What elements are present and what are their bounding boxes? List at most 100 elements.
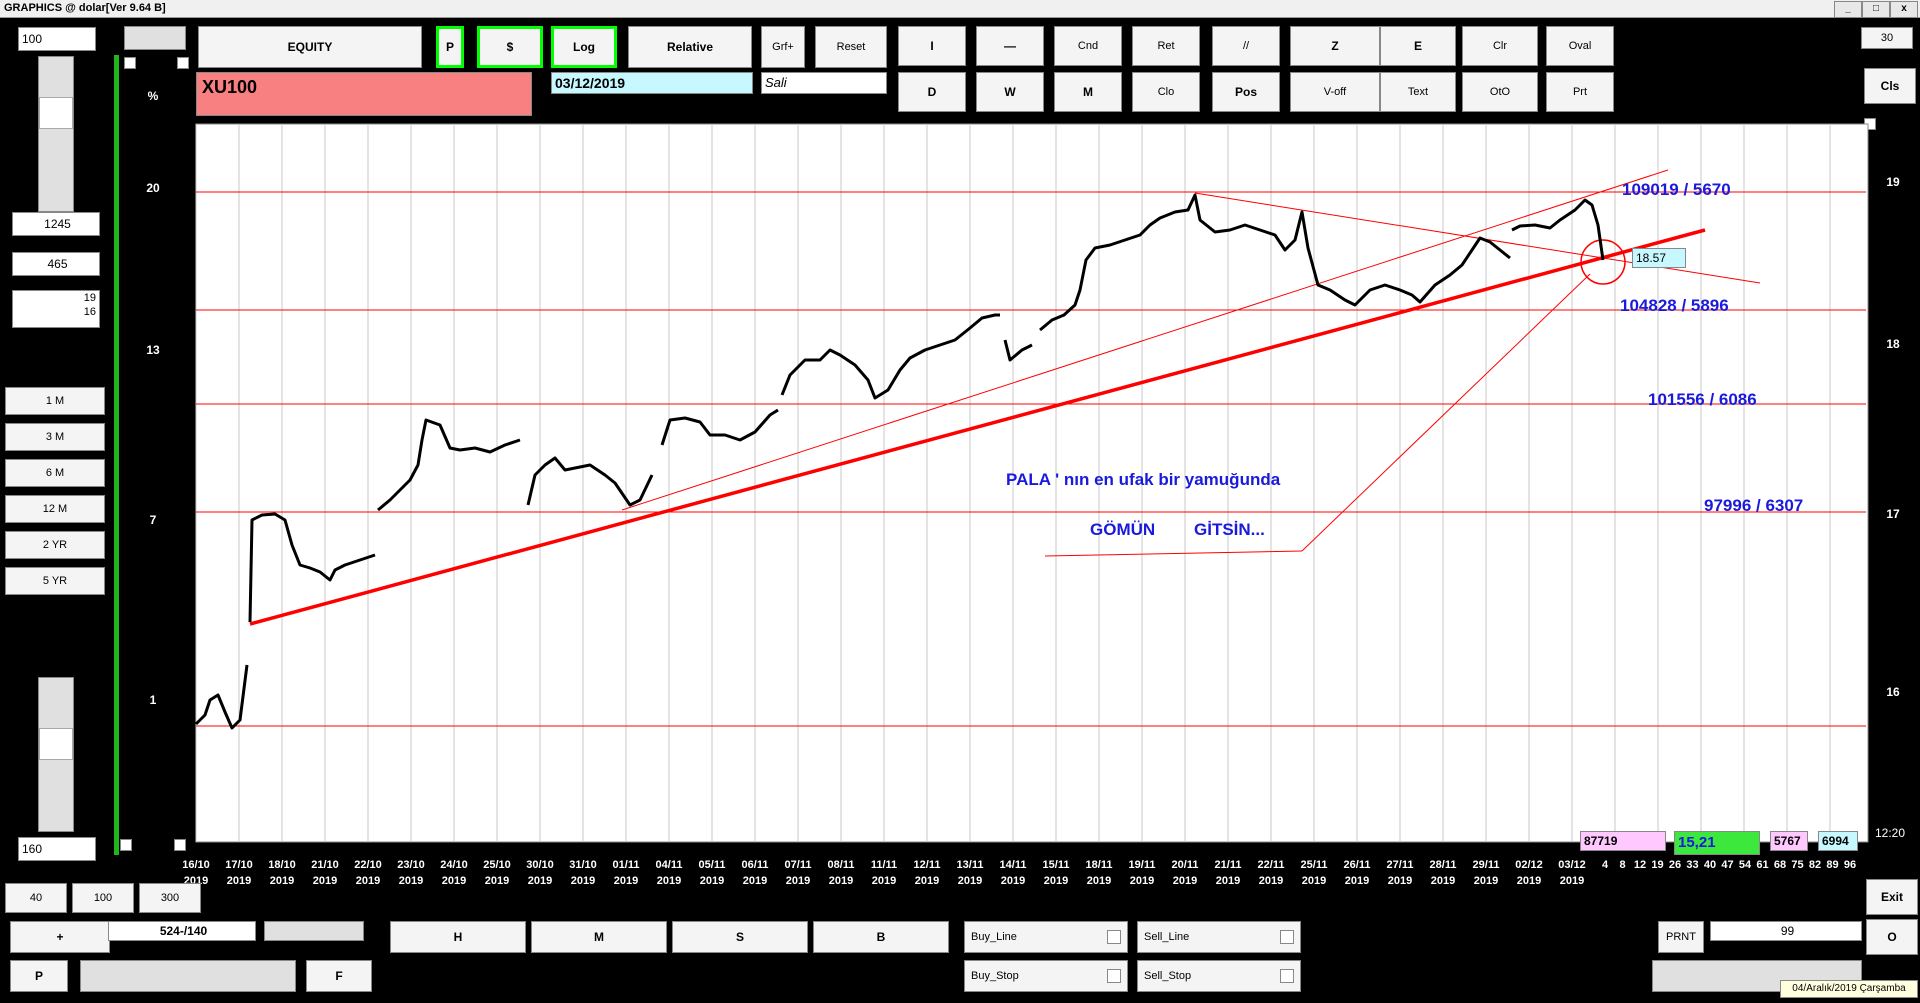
- x-tick-label: 21/10: [311, 859, 339, 871]
- x-tick-year: 2019: [1345, 875, 1369, 887]
- scroll-thumb[interactable]: [39, 728, 73, 760]
- grf-plus-button[interactable]: Grf+: [761, 26, 805, 68]
- y-right-tick: 16: [1886, 685, 1900, 699]
- log-button[interactable]: Log: [551, 26, 617, 68]
- toolbar-row1-button-6[interactable]: E: [1380, 26, 1456, 66]
- toolbar-row1-button-2[interactable]: Cnd: [1054, 26, 1122, 66]
- period-5yr-button[interactable]: 5 YR: [5, 567, 105, 595]
- period-6m-button[interactable]: 6 M: [5, 459, 105, 487]
- x-tick-label: 20/11: [1172, 859, 1199, 871]
- print-button[interactable]: PRNT: [1658, 921, 1704, 953]
- h-button[interactable]: H: [390, 921, 526, 953]
- scroll-thumb[interactable]: [39, 97, 73, 129]
- p-bottom-button[interactable]: P: [10, 960, 68, 992]
- period-1m-button[interactable]: 1 M: [5, 387, 105, 415]
- sell-stop-checkbox[interactable]: [1280, 969, 1294, 983]
- zoom-100-button[interactable]: 100: [72, 883, 134, 913]
- x-tick-year: 2019: [1474, 875, 1498, 887]
- period-2yr-button[interactable]: 2 YR: [5, 531, 105, 559]
- s-button[interactable]: S: [672, 921, 808, 953]
- maximize-button[interactable]: □: [1862, 1, 1890, 18]
- buy-line-toggle[interactable]: Buy_Line: [964, 921, 1128, 953]
- vertical-scrollbar-top[interactable]: [38, 56, 74, 212]
- x-tick-year: 2019: [1044, 875, 1068, 887]
- sell-line-toggle[interactable]: Sell_Line: [1137, 921, 1301, 953]
- horizontal-spinner[interactable]: [124, 26, 186, 50]
- f-button[interactable]: F: [306, 960, 372, 992]
- toolbar-row1-button-0[interactable]: I: [898, 26, 966, 66]
- x-tick-year: 2019: [1560, 875, 1584, 887]
- toolbar-row1-button-5[interactable]: Z: [1290, 26, 1380, 66]
- date-field: 03/12/2019: [551, 72, 753, 94]
- sell-line-checkbox[interactable]: [1280, 930, 1294, 944]
- minimize-button[interactable]: _: [1834, 1, 1862, 18]
- toolbar-row2-button-1[interactable]: W: [976, 72, 1044, 112]
- annotation-underline: [1044, 550, 1303, 557]
- cls-button[interactable]: Cls: [1864, 68, 1916, 104]
- toolbar-row2-button-5[interactable]: V-off: [1290, 72, 1380, 112]
- plus-button[interactable]: +: [10, 921, 110, 953]
- x-tick-label: 26/11: [1344, 859, 1371, 871]
- taskbar-date: 04/Aralık/2019 Çarşamba: [1780, 980, 1918, 998]
- b-button[interactable]: B: [813, 921, 949, 953]
- highlight-oval: [1580, 239, 1626, 285]
- toolbar-row2-button-4[interactable]: Pos: [1212, 72, 1280, 112]
- toolbar-row1-button-4[interactable]: //: [1212, 26, 1280, 66]
- top-value-field[interactable]: 100: [18, 27, 96, 51]
- vertical-scrollbar-bottom[interactable]: [38, 677, 74, 832]
- buy-line-checkbox[interactable]: [1107, 930, 1121, 944]
- h-scroll-2[interactable]: [80, 960, 296, 992]
- x-minute-label: 75: [1791, 859, 1803, 871]
- toolbar-row2-button-2[interactable]: M: [1054, 72, 1122, 112]
- checkbox-bottom-right[interactable]: [174, 839, 186, 851]
- price-segment: [1003, 339, 1033, 362]
- bottom-value-field[interactable]: 160: [18, 837, 96, 861]
- toolbar-row2-button-3[interactable]: Clo: [1132, 72, 1200, 112]
- day-field: Sali: [761, 72, 887, 94]
- x-tick-label: 11/11: [871, 859, 897, 871]
- zoom-300-button[interactable]: 300: [139, 883, 201, 913]
- x-tick-year: 2019: [915, 875, 939, 887]
- buy-stop-checkbox[interactable]: [1107, 969, 1121, 983]
- close-button[interactable]: x: [1890, 1, 1918, 18]
- o-button[interactable]: O: [1866, 919, 1918, 955]
- period-3m-button[interactable]: 3 M: [5, 423, 105, 451]
- p-button[interactable]: P: [436, 26, 464, 68]
- x-tick-year: 2019: [442, 875, 466, 887]
- m-button[interactable]: M: [531, 921, 667, 953]
- checkbox-top-left[interactable]: [124, 57, 136, 69]
- toolbar-row1-button-3[interactable]: Ret: [1132, 26, 1200, 66]
- toolbar-row2-button-0[interactable]: D: [898, 72, 966, 112]
- x-minute-label: 61: [1756, 859, 1768, 871]
- period-spinner[interactable]: 30: [1861, 27, 1913, 49]
- h-scroll-1[interactable]: [264, 921, 364, 941]
- x-tick-year: 2019: [571, 875, 595, 887]
- toolbar-row1-button-8[interactable]: Oval: [1546, 26, 1614, 66]
- toolbar-row1-button-1[interactable]: —: [976, 26, 1044, 66]
- toolbar-row2-button-7[interactable]: OtO: [1462, 72, 1538, 112]
- buy-stop-toggle[interactable]: Buy_Stop: [964, 960, 1128, 992]
- status-value-3: 5767: [1770, 831, 1808, 851]
- dollar-button[interactable]: $: [477, 26, 543, 68]
- zoom-40-button[interactable]: 40: [5, 883, 67, 913]
- toolbar-row2-button-6[interactable]: Text: [1380, 72, 1456, 112]
- x-tick-year: 2019: [1431, 875, 1455, 887]
- toolbar-row1-button-7[interactable]: Clr: [1462, 26, 1538, 66]
- value-field-2: 465: [12, 252, 100, 276]
- checkbox-top-right[interactable]: [177, 57, 189, 69]
- x-minute-label: 40: [1704, 859, 1716, 871]
- y-left-tick: %: [148, 89, 159, 103]
- sell-stop-toggle[interactable]: Sell_Stop: [1137, 960, 1301, 992]
- equity-button[interactable]: EQUITY: [198, 26, 422, 68]
- reset-button[interactable]: Reset: [815, 26, 887, 68]
- exit-button[interactable]: Exit: [1866, 879, 1918, 915]
- checkbox-bottom-left[interactable]: [120, 839, 132, 851]
- x-minute-label: 82: [1809, 859, 1821, 871]
- period-12m-button[interactable]: 12 M: [5, 495, 105, 523]
- toolbar-row2-button-8[interactable]: Prt: [1546, 72, 1614, 112]
- symbol-field[interactable]: XU100: [196, 72, 532, 116]
- relative-button[interactable]: Relative: [628, 26, 752, 68]
- x-tick-year: 2019: [399, 875, 423, 887]
- print-value-field[interactable]: 99: [1710, 921, 1862, 941]
